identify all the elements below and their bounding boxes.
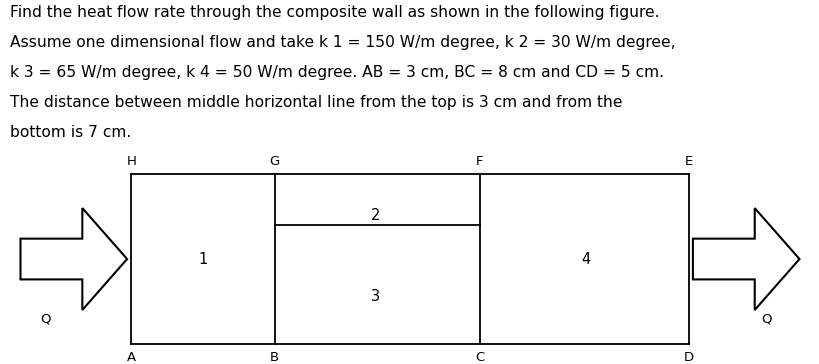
Text: C: C — [474, 351, 484, 364]
Text: B: B — [269, 351, 279, 364]
Text: F: F — [475, 155, 483, 168]
Text: A: A — [126, 351, 136, 364]
Text: Q: Q — [761, 313, 771, 326]
Text: H: H — [126, 155, 136, 168]
Text: E: E — [684, 155, 692, 168]
Text: 3: 3 — [370, 289, 380, 304]
Text: k 3 = 65 W/m degree, k 4 = 50 W/m degree. AB = 3 cm, BC = 8 cm and CD = 5 cm.: k 3 = 65 W/m degree, k 4 = 50 W/m degree… — [10, 65, 663, 80]
Text: D: D — [683, 351, 693, 364]
Text: Q: Q — [40, 313, 50, 326]
Text: G: G — [269, 155, 279, 168]
Text: 1: 1 — [198, 252, 208, 266]
Text: 2: 2 — [370, 208, 380, 223]
Text: Find the heat flow rate through the composite wall as shown in the following fig: Find the heat flow rate through the comp… — [10, 4, 658, 20]
Text: 4: 4 — [581, 252, 590, 266]
Text: Assume one dimensional flow and take k 1 = 150 W/m degree, k 2 = 30 W/m degree,: Assume one dimensional flow and take k 1… — [10, 35, 675, 50]
Text: bottom is 7 cm.: bottom is 7 cm. — [10, 126, 131, 141]
Text: The distance between middle horizontal line from the top is 3 cm and from the: The distance between middle horizontal l… — [10, 95, 622, 110]
